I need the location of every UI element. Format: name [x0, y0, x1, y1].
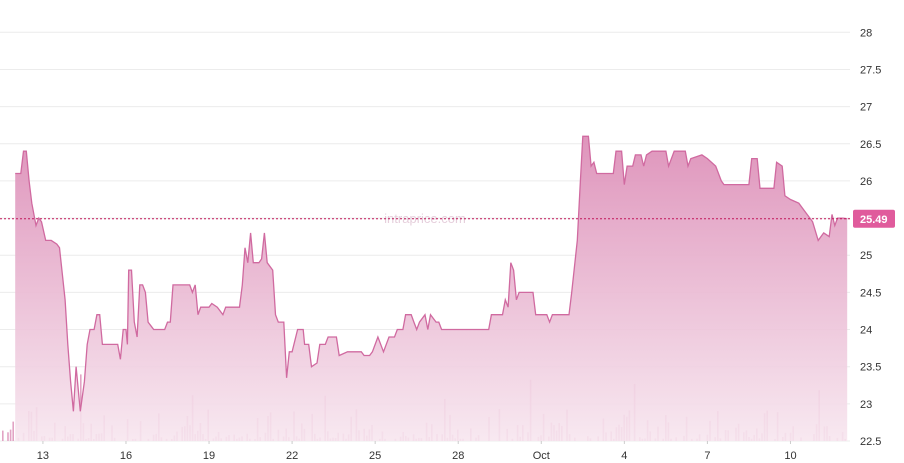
- volume-bar: [2, 430, 4, 441]
- x-tick-label: 10: [784, 450, 796, 462]
- x-tick-label: 19: [203, 450, 215, 462]
- volume-bar: [12, 421, 14, 441]
- y-tick-label: 26: [860, 176, 872, 188]
- y-tick-label: 22.5: [860, 436, 881, 448]
- y-tick-label: 23.5: [860, 362, 881, 374]
- x-tick-label: 4: [621, 450, 627, 462]
- y-tick-label: 24: [860, 325, 872, 337]
- x-tick-label: 25: [369, 450, 381, 462]
- last-price-label-bg: [853, 209, 895, 228]
- y-tick-label: 27: [860, 102, 872, 114]
- y-tick-label: 25: [860, 250, 872, 262]
- x-tick-label: 7: [704, 450, 710, 462]
- y-tick-label: 28: [860, 27, 872, 39]
- price-area: [15, 136, 848, 442]
- x-tick-label: 22: [286, 450, 298, 462]
- y-tick-label: 26.5: [860, 139, 881, 151]
- x-tick-label: 28: [452, 450, 464, 462]
- y-tick-label: 24.5: [860, 287, 881, 299]
- volume-bar: [9, 429, 12, 441]
- y-tick-label: 23: [860, 399, 872, 411]
- last-price-label: 25.49: [860, 214, 888, 226]
- x-tick-label: 16: [120, 450, 132, 462]
- x-tick-label: Oct: [533, 450, 550, 462]
- price-line: [15, 135, 848, 412]
- volume-bar: [7, 432, 9, 441]
- x-axis: 13 16 19 22 25 28 Oct 4 7 10: [37, 441, 797, 462]
- x-tick-label: 13: [37, 450, 49, 462]
- y-tick-label: 27.5: [860, 64, 881, 76]
- last-price-tag: 25.49: [853, 209, 895, 228]
